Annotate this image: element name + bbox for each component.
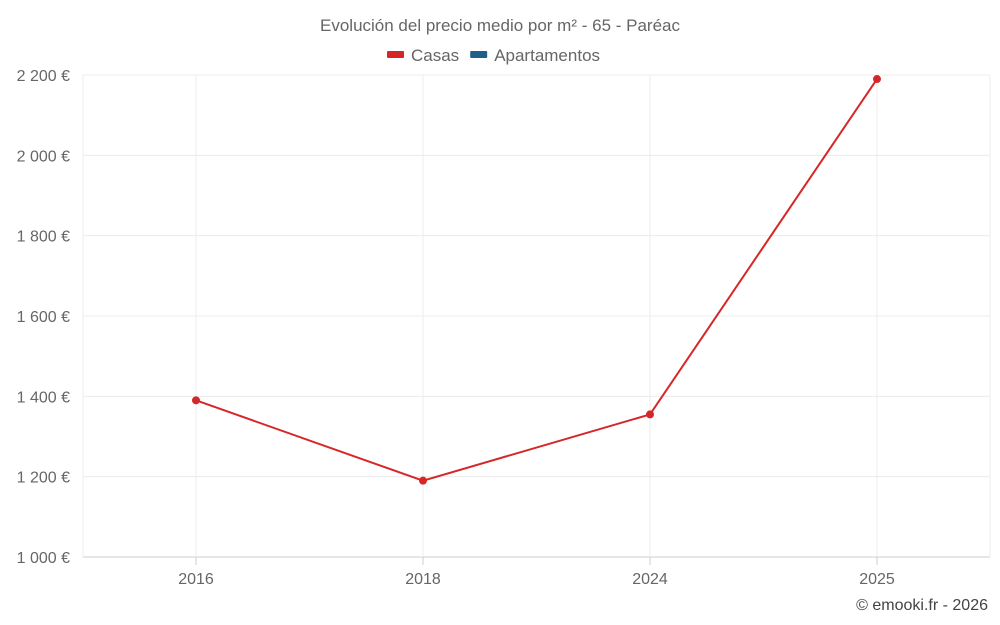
legend: Casas Apartamentos: [387, 46, 600, 65]
legend-label: Apartamentos: [494, 46, 600, 65]
y-tick-label: 2 200 €: [17, 68, 70, 85]
data-point[interactable]: [192, 396, 200, 405]
x-tick-label: 2016: [178, 571, 214, 588]
y-gridlines: [83, 74, 990, 558]
y-tick-label: 1 600 €: [17, 309, 70, 326]
legend-item-casas[interactable]: Casas: [387, 46, 459, 65]
x-axis-ticks: 2016 2018 2024 2025: [178, 571, 895, 588]
legend-item-apartamentos[interactable]: Apartamentos: [470, 46, 600, 65]
y-tick-label: 1 800 €: [17, 229, 70, 246]
y-tick-label: 1 200 €: [17, 470, 70, 487]
y-tick-label: 1 400 €: [17, 389, 70, 406]
x-tick-label: 2025: [859, 571, 895, 588]
y-tick-label: 1 000 €: [17, 550, 70, 567]
x-tick-label: 2018: [405, 571, 441, 588]
data-point[interactable]: [873, 75, 881, 84]
data-point[interactable]: [646, 410, 654, 419]
x-tick-label: 2024: [632, 571, 668, 588]
legend-label: Casas: [411, 46, 459, 65]
x-gridlines: [82, 75, 991, 565]
series-layer: [192, 75, 881, 485]
credit-text: © emooki.fr - 2026: [856, 597, 988, 614]
chart-title: Evolución del precio medio por m² - 65 -…: [320, 16, 680, 35]
y-tick-label: 2 000 €: [17, 148, 70, 165]
legend-swatch: [387, 51, 404, 58]
y-axis-ticks: 1 000 € 1 200 € 1 400 € 1 600 € 1 800 € 2 000…: [17, 68, 70, 567]
legend-swatch: [470, 51, 488, 58]
series-line-casas: [195, 78, 878, 482]
data-point[interactable]: [419, 476, 427, 485]
